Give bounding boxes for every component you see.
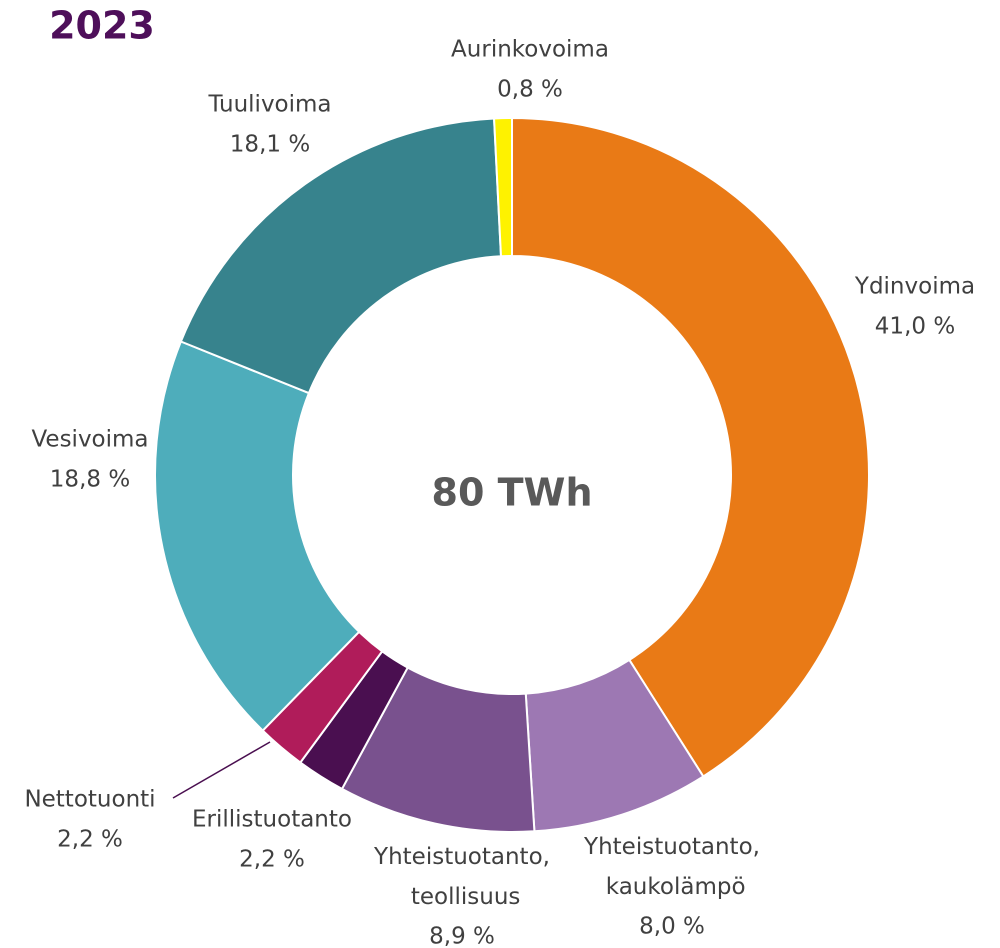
donut-segment [511,116,870,778]
category-label: Tuulivoima [207,92,331,118]
value-label: 41,0 % [875,314,955,340]
category-label: Erillistuotanto [192,807,352,833]
category-label: Yhteistuotanto, kaukolämpö [583,834,760,900]
value-label: 8,0 % [639,914,705,940]
value-label: 18,1 % [230,132,310,158]
center-label: 80 TWh [432,471,593,515]
donut-segment [179,117,503,395]
category-label: Ydinvoima [854,274,975,300]
value-label: 2,2 % [239,847,305,873]
value-label: 8,9 % [429,924,495,948]
value-label: 0,8 % [497,77,563,103]
value-label: 18,8 % [50,467,130,493]
leader-line [172,741,271,799]
category-label: Vesivoima [31,427,148,453]
category-label: Aurinkovoima [451,37,609,63]
category-label: Nettotuonti [24,787,155,813]
chart-title: 2023 [49,4,155,48]
donut-segment [154,340,361,733]
value-label: 2,2 % [57,827,123,853]
category-label: Yhteistuotanto, teollisuus [373,844,550,910]
donut-segment [493,116,513,258]
